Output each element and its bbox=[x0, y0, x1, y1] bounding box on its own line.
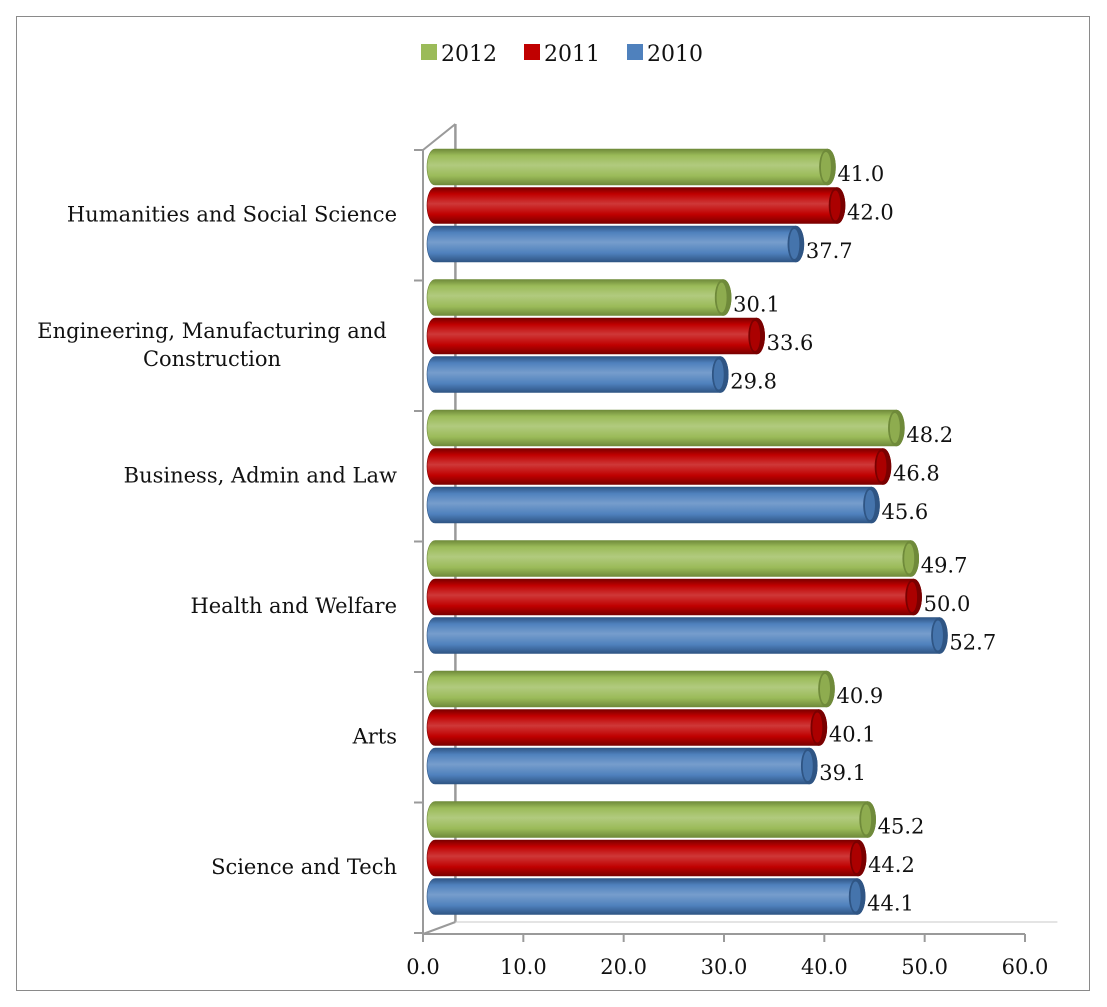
data-label: 44.1 bbox=[867, 892, 914, 916]
data-label: 46.8 bbox=[893, 462, 940, 486]
category-label: Humanities and Social Science bbox=[67, 202, 397, 226]
x-tick-label: 10.0 bbox=[500, 955, 547, 979]
bar-cap-face-2012 bbox=[904, 543, 915, 574]
bar-2011 bbox=[426, 709, 828, 746]
bar-cap-face-2010 bbox=[864, 490, 875, 520]
x-tick-label: 40.0 bbox=[801, 955, 848, 979]
bar-cap-face-2010 bbox=[789, 229, 800, 259]
bar-cap-face-2011 bbox=[907, 582, 918, 612]
data-label: 39.1 bbox=[819, 761, 866, 785]
bar-2010 bbox=[426, 225, 805, 263]
legend-swatch-2011 bbox=[524, 44, 540, 60]
data-label: 40.1 bbox=[829, 723, 876, 747]
bar-cap-face-2011 bbox=[750, 321, 761, 351]
bar-cap-face-2010 bbox=[713, 359, 724, 390]
category-label: Health and Welfare bbox=[190, 594, 397, 618]
data-label: 42.0 bbox=[847, 201, 894, 225]
axis-depth-top bbox=[422, 123, 457, 151]
data-label: 41.0 bbox=[837, 162, 884, 186]
bar-2011 bbox=[426, 839, 867, 877]
bar-2010 bbox=[426, 878, 866, 915]
bar-2012 bbox=[426, 279, 732, 316]
bar-2010 bbox=[426, 747, 818, 785]
x-tick-label: 0.0 bbox=[406, 955, 439, 979]
data-label: 44.2 bbox=[868, 853, 915, 877]
category-label: Construction bbox=[143, 347, 281, 371]
data-label: 29.8 bbox=[730, 370, 777, 394]
bar-2011 bbox=[426, 317, 765, 355]
legend-label: 2012 bbox=[441, 42, 497, 67]
x-tick-label: 60.0 bbox=[1002, 955, 1049, 979]
bar-cap-face-2010 bbox=[850, 881, 861, 912]
data-label: 45.6 bbox=[881, 500, 928, 524]
bar-cap-face-2011 bbox=[876, 451, 887, 482]
x-tick-label: 20.0 bbox=[600, 955, 647, 979]
axis-depth-bottom bbox=[422, 921, 456, 935]
bar-2010 bbox=[426, 486, 880, 524]
data-label: 49.7 bbox=[921, 554, 968, 578]
data-label: 37.7 bbox=[806, 239, 853, 263]
bar-cap-face-2010 bbox=[932, 620, 943, 651]
bar-2012 bbox=[426, 148, 836, 186]
bar-2011 bbox=[426, 578, 922, 616]
bar-cap-face-2012 bbox=[716, 282, 727, 313]
bar-2010 bbox=[426, 356, 729, 393]
bar-cap-face-2012 bbox=[819, 674, 830, 704]
category-label: Science and Tech bbox=[211, 855, 397, 879]
x-tick-label: 50.0 bbox=[901, 955, 948, 979]
bar-cap-face-2011 bbox=[851, 843, 862, 873]
legend-swatch-2012 bbox=[421, 44, 437, 60]
data-label: 33.6 bbox=[767, 331, 814, 355]
bar-2010 bbox=[426, 617, 948, 654]
bar-2012 bbox=[426, 540, 920, 577]
data-label: 52.7 bbox=[949, 631, 996, 655]
bar-2012 bbox=[426, 409, 905, 447]
bar-cap-face-2012 bbox=[820, 152, 831, 182]
legend-label: 2011 bbox=[544, 42, 600, 67]
bar-cap-face-2012 bbox=[889, 413, 900, 443]
x-tick-label: 30.0 bbox=[701, 955, 748, 979]
bar-2011 bbox=[426, 448, 892, 485]
category-label: Engineering, Manufacturing and bbox=[37, 319, 386, 343]
category-label: Business, Admin and Law bbox=[124, 463, 397, 487]
bar-2011 bbox=[426, 187, 846, 224]
bar-cap-face-2011 bbox=[812, 712, 823, 743]
legend-swatch-2010 bbox=[627, 44, 643, 60]
category-label: Arts bbox=[352, 724, 397, 748]
legend-label: 2010 bbox=[647, 42, 703, 67]
bar-cap-face-2011 bbox=[830, 190, 841, 221]
data-label: 50.0 bbox=[924, 592, 971, 616]
data-label: 45.2 bbox=[878, 815, 925, 839]
bar-2012 bbox=[426, 801, 876, 838]
bar-2012 bbox=[426, 670, 835, 708]
bar-cap-face-2010 bbox=[802, 751, 813, 781]
data-label: 40.9 bbox=[836, 684, 883, 708]
data-label: 48.2 bbox=[906, 423, 953, 447]
data-label: 30.1 bbox=[733, 293, 780, 317]
bar-cap-face-2012 bbox=[861, 804, 872, 835]
